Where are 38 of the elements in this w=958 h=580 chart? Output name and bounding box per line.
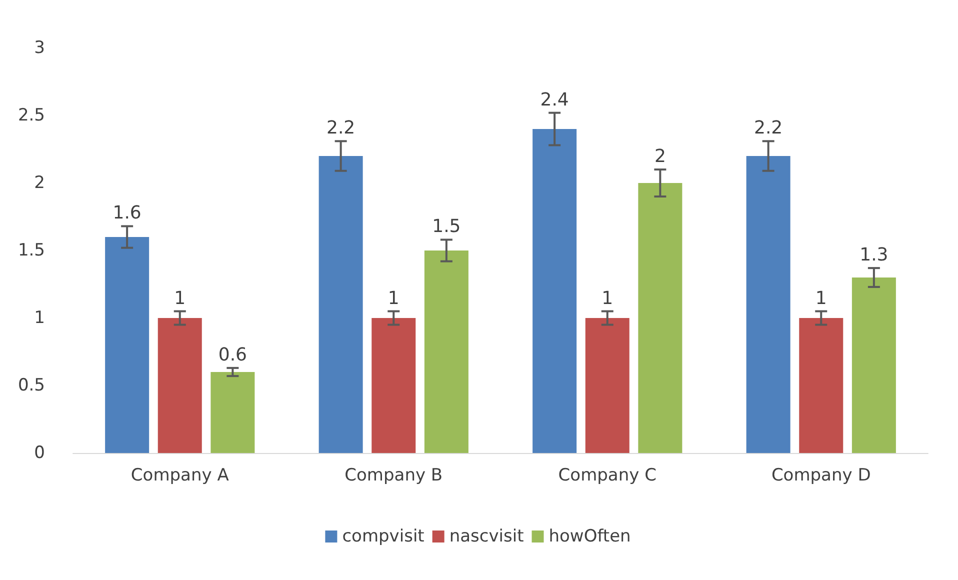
data-label: 1 — [388, 288, 400, 309]
legend-label: howOften — [548, 526, 631, 546]
data-label: 2.4 — [540, 89, 569, 110]
y-tick-label: 3 — [34, 38, 45, 58]
bar — [105, 237, 150, 453]
bar — [852, 278, 896, 453]
bar — [210, 372, 255, 453]
y-tick-label: 1.5 — [18, 240, 45, 260]
bar — [372, 318, 416, 453]
data-label: 0.6 — [218, 344, 248, 366]
bar — [746, 156, 790, 453]
bar — [318, 156, 363, 453]
data-label: 1 — [174, 288, 186, 309]
bar — [638, 183, 682, 453]
legend-label: nascvisit — [449, 526, 524, 546]
bar — [532, 129, 577, 453]
data-label: 1.6 — [112, 202, 142, 224]
data-label: 2 — [654, 146, 666, 167]
x-tick-label: Company B — [344, 466, 443, 486]
legend-label: compvisit — [342, 526, 425, 546]
data-label: 1 — [815, 288, 827, 309]
bar — [158, 318, 202, 453]
data-label: 2.2 — [754, 118, 783, 139]
x-tick-label: Company C — [558, 466, 656, 486]
data-label: 1 — [602, 288, 614, 309]
x-tick-label: Company A — [130, 466, 230, 486]
data-label: 2.2 — [326, 118, 356, 139]
y-tick-label: 1 — [34, 308, 45, 328]
data-label: 1.5 — [432, 216, 461, 238]
data-label: 1.3 — [860, 244, 888, 266]
bar — [585, 318, 630, 453]
y-tick-label: 2 — [34, 173, 45, 193]
bar — [424, 250, 468, 453]
bar — [799, 318, 844, 453]
y-tick-label: 2.5 — [18, 106, 45, 126]
x-tick-label: Company D — [771, 466, 871, 486]
y-tick-label: 0.5 — [18, 376, 45, 396]
y-tick-label: 0 — [34, 443, 45, 463]
